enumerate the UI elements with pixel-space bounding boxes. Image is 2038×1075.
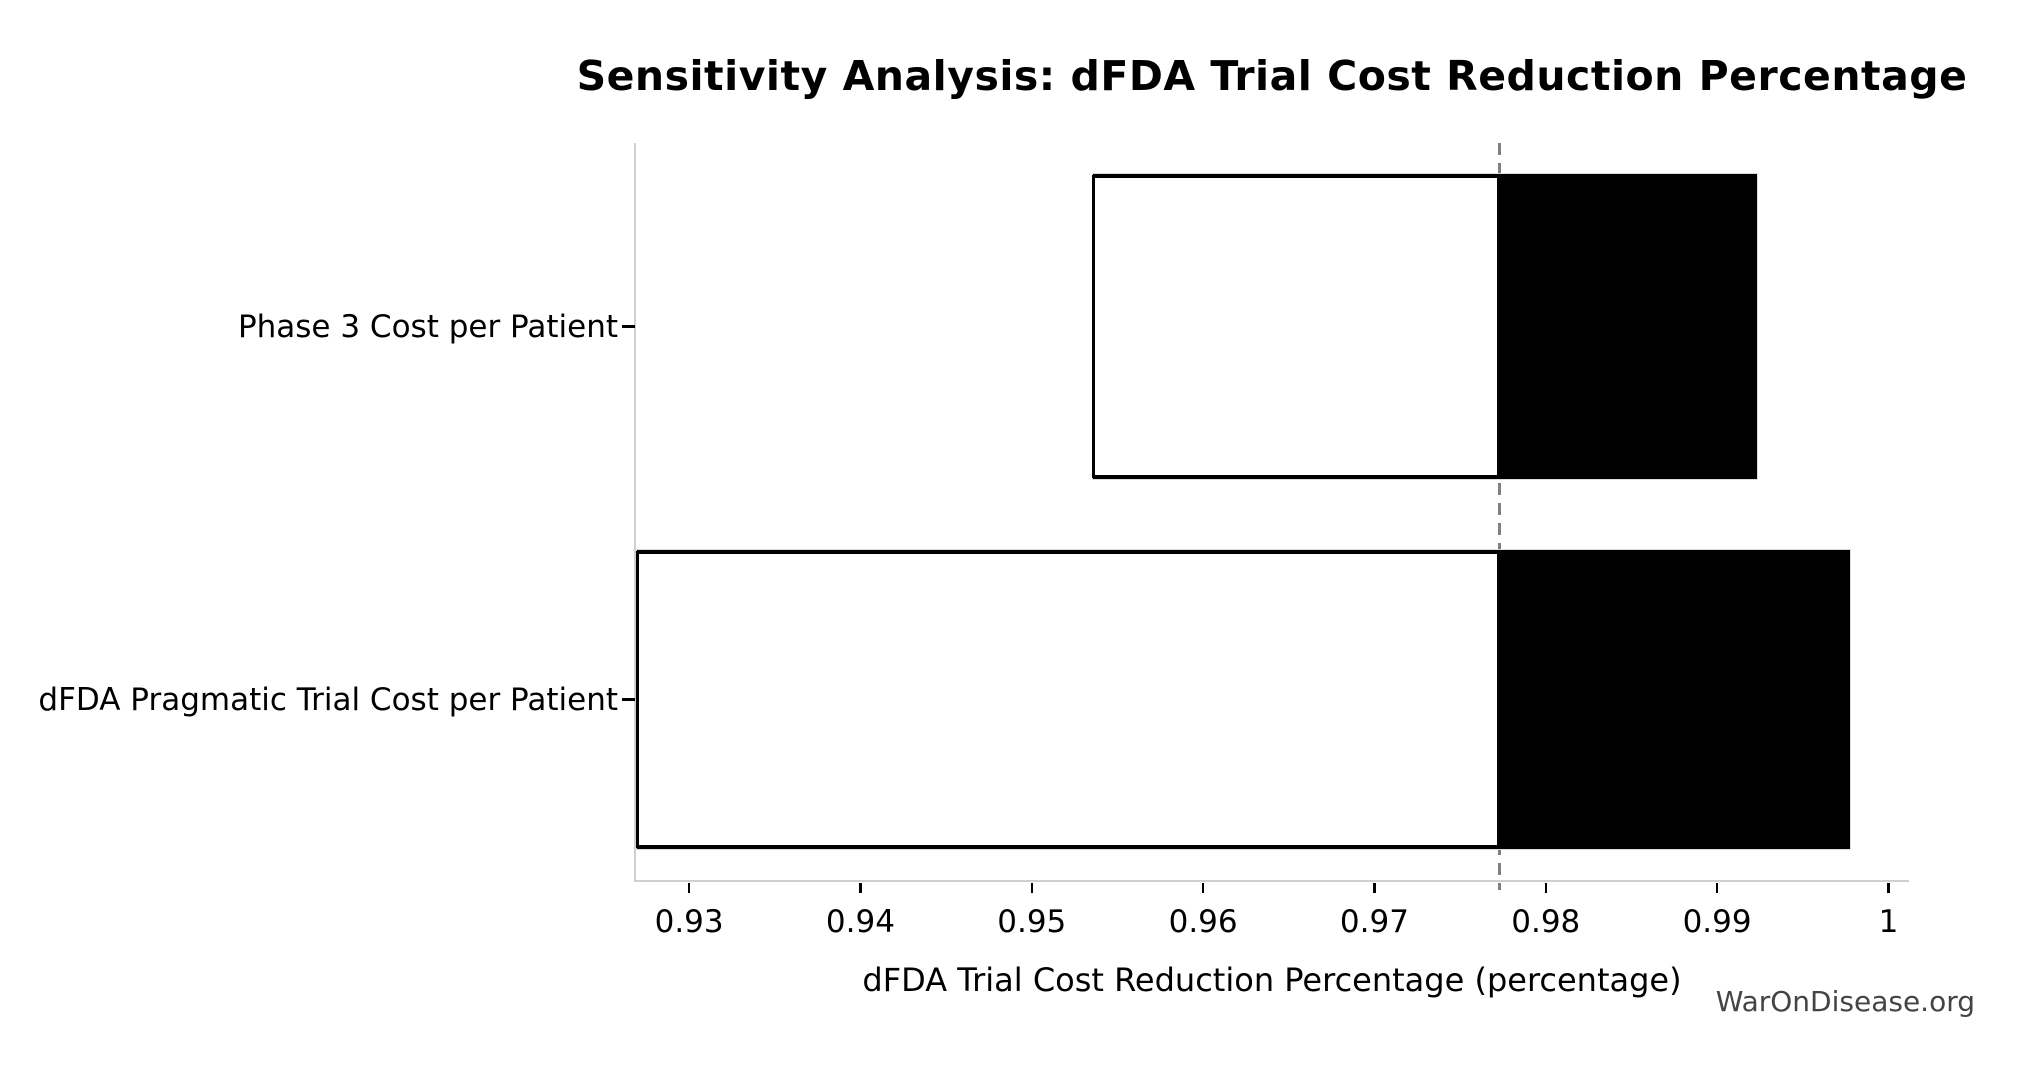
x-tick-mark-0.93 bbox=[687, 883, 691, 893]
plot-area: 0.93 0.94 0.95 0.96 0.97 0.98 0.99 1 bbox=[634, 143, 1909, 940]
x-tick-label-1: 1 bbox=[1878, 904, 1899, 940]
x-tick-label-0.94: 0.94 bbox=[825, 904, 895, 940]
x-tick-mark-0.96 bbox=[1201, 883, 1205, 893]
y-tick-mark-2 bbox=[622, 698, 635, 701]
bar-low-side-1 bbox=[1091, 175, 1500, 478]
x-tick-mark-0.99 bbox=[1715, 883, 1719, 893]
x-tick-mark-0.95 bbox=[1030, 883, 1034, 893]
y-category-label-2: dFDA Pragmatic Trial Cost per Patient bbox=[38, 681, 618, 718]
x-tick-label-0.93: 0.93 bbox=[654, 904, 724, 940]
y-category-label-1: Phase 3 Cost per Patient bbox=[237, 308, 618, 345]
x-tick-mark-1 bbox=[1887, 883, 1890, 893]
y-tick-mark-1 bbox=[622, 325, 635, 328]
x-tick-mark-0.97 bbox=[1373, 883, 1376, 893]
x-tick-label-0.98: 0.98 bbox=[1511, 904, 1581, 940]
x-axis-label: dFDA Trial Cost Reduction Percentage (pe… bbox=[862, 961, 1682, 999]
watermark-text: WarOnDisease.org bbox=[1715, 985, 1975, 1018]
x-tick-label-0.97: 0.97 bbox=[1339, 904, 1409, 940]
x-tick-mark-0.98 bbox=[1544, 883, 1548, 893]
baseline-dashed-line bbox=[1498, 143, 1501, 890]
x-tick-mark-0.94 bbox=[859, 883, 862, 893]
x-tick-label-0.96: 0.96 bbox=[1168, 904, 1238, 940]
x-tick-label-0.95: 0.95 bbox=[997, 904, 1067, 940]
bar-low-side-2 bbox=[636, 551, 1500, 848]
x-tick-label-0.99: 0.99 bbox=[1682, 904, 1752, 940]
chart-title: Sensitivity Analysis: dFDA Trial Cost Re… bbox=[576, 52, 1968, 100]
